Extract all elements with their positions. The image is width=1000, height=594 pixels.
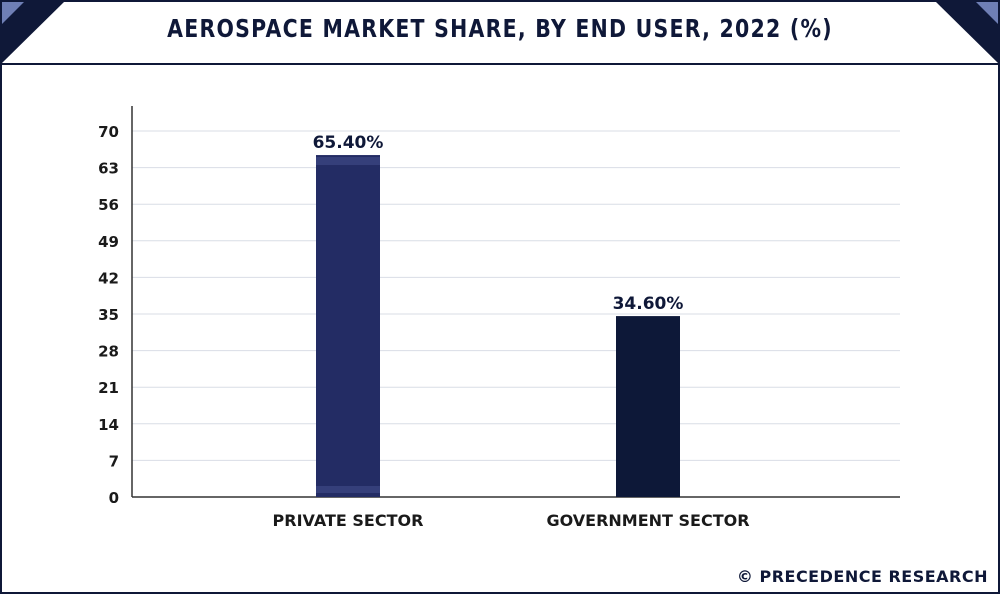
corner-accent-right <box>976 2 998 24</box>
y-tick-label: 42 <box>98 269 119 287</box>
bar-highlight <box>316 486 380 493</box>
y-tick-label: 63 <box>98 160 119 178</box>
y-tick-label: 56 <box>98 196 119 214</box>
y-tick-label: 28 <box>98 343 119 361</box>
axes <box>131 106 900 498</box>
y-tick-label: 14 <box>98 416 119 434</box>
corner-accent-left <box>2 2 24 24</box>
y-tick-label: 7 <box>109 452 119 470</box>
bar <box>316 155 380 497</box>
y-tick-label: 35 <box>98 306 119 324</box>
gridlines <box>132 130 900 461</box>
bar-highlight <box>316 157 380 166</box>
data-label: 65.40% <box>313 133 384 153</box>
y-axis-ticks: 0 7 14 21 28 35 42 49 56 63 70 <box>98 123 119 507</box>
chart-title: AEROSPACE MARKET SHARE, BY END USER, 202… <box>167 14 833 43</box>
header-band <box>2 2 998 65</box>
category-label: GOVERNMENT SECTOR <box>546 511 749 530</box>
y-tick-label: 49 <box>98 233 119 251</box>
y-tick-label: 70 <box>98 123 119 141</box>
bar <box>616 316 680 497</box>
y-tick-label: 21 <box>98 379 119 397</box>
data-labels: 65.40% 34.60% <box>313 133 684 314</box>
y-tick-label: 0 <box>109 489 119 507</box>
source-credit: © PRECEDENCE RESEARCH <box>736 567 988 586</box>
category-label: PRIVATE SECTOR <box>273 511 424 530</box>
data-label: 34.60% <box>613 294 684 314</box>
bars <box>316 155 680 497</box>
x-axis-categories: PRIVATE SECTOR GOVERNMENT SECTOR <box>273 511 750 530</box>
